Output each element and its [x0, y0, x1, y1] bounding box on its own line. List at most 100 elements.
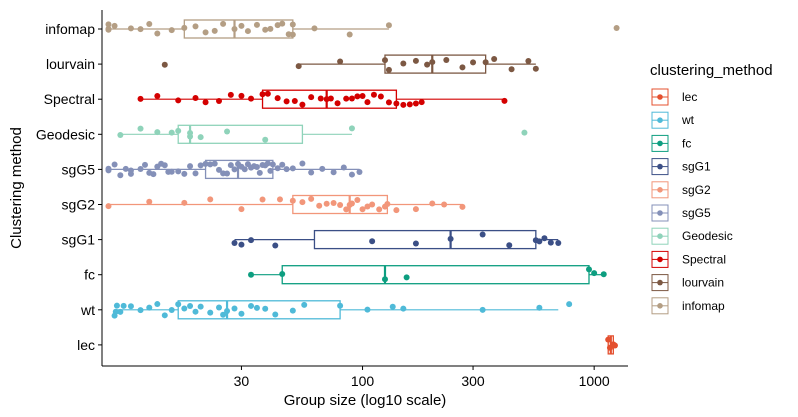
data-point: [447, 235, 454, 242]
data-point: [231, 166, 238, 173]
data-point: [202, 99, 209, 106]
data-point: [215, 98, 222, 105]
data-point: [613, 25, 620, 32]
legend-label: infomap: [682, 299, 725, 313]
legend-key-point: [657, 187, 663, 193]
legend-key-point: [657, 256, 663, 263]
data-point: [117, 172, 124, 179]
data-point: [354, 93, 361, 100]
y-tick-label: lourvain: [46, 56, 95, 72]
legend-key-point: [657, 163, 663, 170]
legend-label: sgG1: [682, 160, 711, 174]
data-point: [295, 63, 302, 70]
data-point: [385, 66, 392, 73]
series-fc: [248, 265, 607, 285]
data-point: [356, 169, 363, 176]
data-point: [429, 59, 436, 66]
series-geodesic: [117, 124, 528, 144]
data-point: [238, 241, 245, 248]
data-point: [337, 302, 344, 309]
data-point: [370, 91, 377, 98]
data-point: [168, 168, 175, 175]
data-point: [276, 196, 283, 203]
data-point: [181, 199, 188, 206]
data-point: [289, 21, 296, 28]
legend-label: wt: [681, 113, 695, 127]
data-point: [340, 164, 347, 171]
box: [177, 300, 341, 320]
data-point: [274, 22, 281, 29]
y-tick-label: fc: [84, 267, 95, 283]
data-point: [443, 56, 450, 63]
data-point: [192, 308, 199, 315]
data-point: [482, 59, 489, 66]
legend-title: clustering_method: [650, 62, 773, 79]
data-point: [354, 196, 361, 203]
legend-label: lourvain: [682, 276, 724, 290]
data-point: [334, 100, 341, 107]
data-point: [308, 195, 315, 202]
data-point: [161, 61, 168, 68]
data-point: [187, 163, 194, 170]
legend-item-infomap: infomap: [651, 297, 725, 315]
data-point: [202, 160, 209, 167]
data-point: [412, 240, 419, 247]
data-point: [330, 200, 337, 207]
data-point: [459, 203, 466, 210]
data-point: [337, 201, 344, 208]
data-point: [253, 304, 260, 311]
data-point: [611, 342, 618, 349]
data-point: [211, 27, 218, 34]
data-point: [220, 311, 227, 318]
data-point: [122, 165, 129, 172]
data-point: [279, 271, 286, 278]
x-axis-title: Group size (log10 scale): [284, 392, 447, 409]
x-ticks: 30 100 300 1000: [234, 366, 610, 389]
data-point: [175, 168, 182, 175]
legend-label: Spectral: [682, 252, 726, 266]
data-point: [248, 302, 255, 309]
data-point: [289, 165, 296, 172]
data-point: [154, 301, 161, 308]
data-point: [117, 308, 124, 315]
data-point: [377, 93, 384, 100]
series-sgg5: [105, 159, 363, 180]
legend-item-lourvain: lourvain: [651, 274, 724, 292]
data-point: [224, 307, 231, 314]
data-point: [412, 100, 419, 107]
data-point: [197, 162, 204, 169]
data-point: [316, 202, 323, 209]
data-point: [406, 101, 413, 108]
legend-key-point: [657, 279, 663, 286]
legend-label: Geodesic: [682, 229, 733, 243]
data-point: [479, 306, 486, 313]
data-point: [348, 125, 355, 132]
data-point: [441, 201, 448, 208]
data-point: [168, 27, 175, 34]
series-infomap: [105, 19, 620, 39]
axes: [101, 10, 628, 367]
y-tick-label: Spectral: [44, 91, 95, 107]
data-point: [348, 95, 355, 102]
data-point: [120, 302, 127, 309]
x-tick-label: 1000: [579, 373, 610, 389]
data-point: [181, 24, 188, 31]
data-point: [175, 127, 182, 134]
data-point: [400, 60, 407, 67]
data-point: [224, 170, 231, 177]
data-point: [364, 99, 371, 106]
series-sgg2: [105, 194, 466, 215]
data-point: [274, 95, 281, 102]
data-point: [244, 28, 251, 35]
series-spectral: [137, 89, 508, 109]
data-point: [154, 129, 161, 136]
data-point: [272, 311, 279, 318]
data-point: [330, 169, 337, 176]
data-point: [393, 207, 400, 214]
box: [313, 229, 537, 250]
data-point: [299, 160, 306, 167]
data-point: [192, 95, 199, 102]
data-point: [146, 304, 153, 311]
data-point: [541, 235, 548, 242]
data-point: [181, 305, 188, 312]
